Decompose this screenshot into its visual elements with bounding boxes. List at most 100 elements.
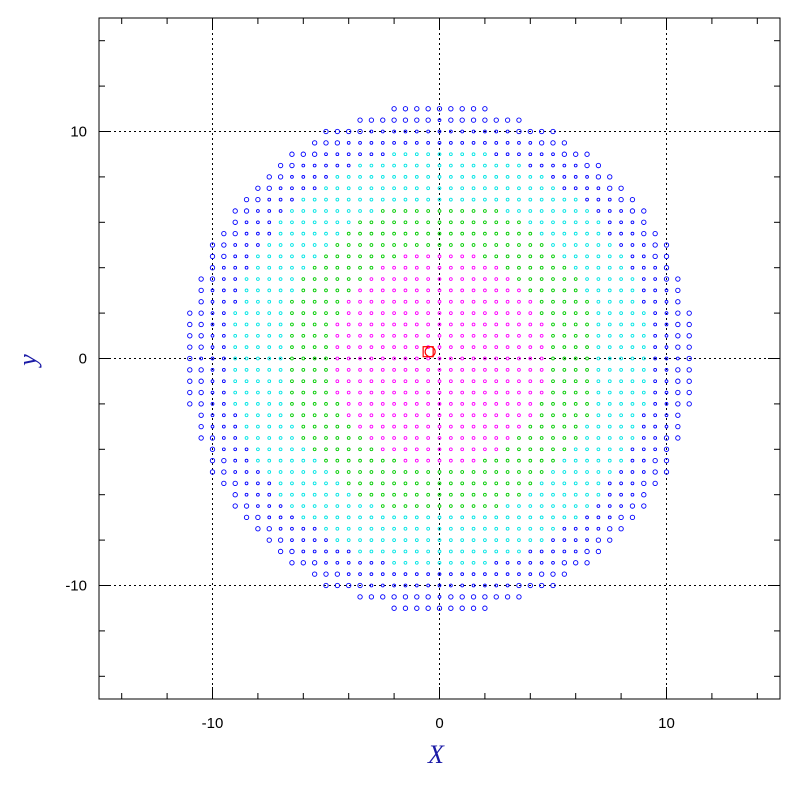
data-point [539, 322, 544, 327]
data-point [561, 571, 567, 577]
data-point [483, 481, 487, 486]
data-point [437, 526, 442, 531]
data-point [369, 549, 374, 554]
data-point [449, 560, 453, 565]
data-point [346, 186, 351, 191]
data-point [301, 288, 306, 293]
data-point [595, 548, 602, 555]
data-point [437, 492, 442, 497]
data-point [209, 276, 216, 282]
data-point [369, 277, 374, 281]
data-point [562, 163, 567, 168]
data-point [641, 390, 646, 395]
data-point [312, 322, 317, 327]
data-point [414, 583, 419, 588]
data-point [494, 538, 499, 542]
data-point [210, 379, 215, 384]
data-point [471, 186, 476, 191]
data-point [539, 447, 544, 452]
data-point [539, 402, 544, 406]
data-point [517, 288, 521, 293]
data-point [652, 457, 658, 464]
data-point [483, 197, 487, 202]
data-point [460, 288, 465, 293]
data-point [539, 481, 544, 486]
data-point [437, 436, 442, 440]
data-point [675, 321, 681, 328]
data-point [324, 492, 328, 497]
data-point [607, 436, 612, 440]
data-point [528, 549, 533, 554]
data-point [301, 538, 306, 542]
data-point [233, 333, 238, 338]
data-point [324, 265, 328, 270]
data-point [301, 220, 306, 225]
data-point [267, 356, 272, 361]
data-point [222, 390, 226, 395]
data-point [358, 197, 362, 202]
data-point [290, 379, 294, 384]
data-point [198, 423, 204, 430]
data-point [256, 288, 260, 293]
data-point [256, 311, 260, 315]
data-point [346, 492, 351, 497]
data-point [460, 560, 465, 565]
data-point [312, 197, 317, 202]
data-point [528, 322, 533, 327]
data-point [562, 356, 567, 361]
data-point [278, 413, 283, 418]
data-point [437, 549, 442, 554]
data-point [312, 458, 317, 463]
data-point [460, 197, 465, 202]
data-point [266, 526, 272, 532]
data-point [256, 345, 260, 349]
data-point [562, 265, 567, 270]
data-point [551, 515, 555, 520]
data-point [619, 209, 623, 213]
data-point [289, 560, 295, 566]
data-point [641, 333, 646, 338]
data-point [402, 594, 409, 600]
data-point [494, 322, 499, 327]
data-point [403, 209, 408, 213]
data-point [324, 368, 328, 372]
data-point [209, 446, 216, 452]
data-point [630, 220, 635, 225]
data-point [494, 254, 499, 259]
data-point [324, 515, 328, 520]
data-point [312, 447, 317, 452]
data-point [596, 436, 601, 440]
data-point [425, 594, 431, 600]
data-point [573, 265, 578, 270]
data-point [460, 583, 465, 588]
data-point [210, 333, 215, 338]
data-point [392, 322, 396, 327]
data-point [209, 253, 216, 260]
data-point [335, 458, 340, 463]
data-point [562, 186, 567, 191]
data-point [436, 605, 443, 611]
data-point [573, 299, 578, 304]
data-point [414, 209, 419, 213]
data-point [335, 163, 340, 168]
data-point [426, 231, 430, 236]
data-point [437, 254, 442, 259]
data-point [233, 243, 238, 247]
data-point [233, 379, 238, 384]
data-point [187, 401, 193, 407]
data-point [449, 299, 453, 304]
data-point [483, 186, 487, 191]
data-point [596, 277, 601, 281]
data-point [346, 515, 351, 520]
data-point [449, 368, 453, 372]
data-point [630, 243, 635, 247]
data-point [324, 424, 328, 429]
data-point [244, 379, 249, 384]
data-point [675, 389, 681, 396]
data-point [301, 277, 306, 281]
data-point [562, 197, 567, 202]
data-point [358, 277, 362, 281]
data-point [335, 220, 340, 225]
data-point [449, 549, 453, 554]
